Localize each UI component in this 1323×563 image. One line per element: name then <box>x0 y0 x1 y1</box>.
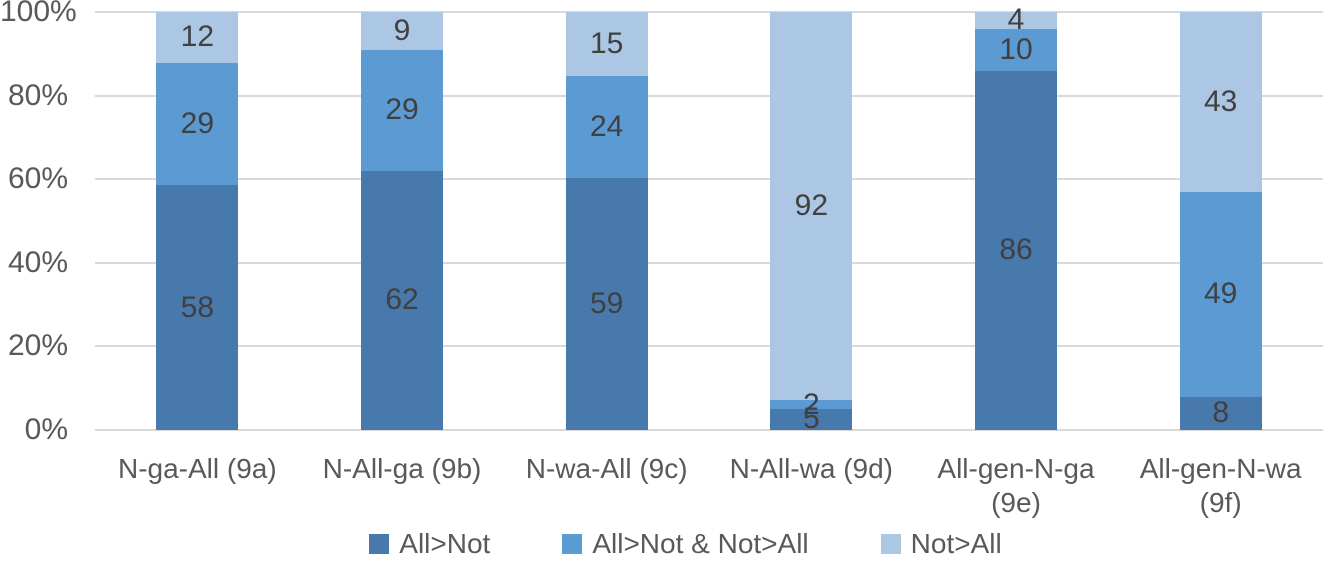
category-label: All-gen-N-ga (9e) <box>937 453 1095 518</box>
bar-segment <box>565 75 648 179</box>
bar-segment-value: 8 <box>1212 396 1229 430</box>
gridline <box>95 94 1323 97</box>
category-label: N-All-wa (9d) <box>729 453 893 484</box>
legend-swatch-icon <box>369 534 390 554</box>
bar-segment-value: 5 <box>802 402 820 436</box>
bar-segment <box>975 12 1057 29</box>
bar-segment <box>975 28 1057 71</box>
bar-segment-value: 43 <box>1203 84 1238 118</box>
bar-segment-value: 86 <box>999 233 1033 267</box>
legend-item: All>Not <box>369 528 490 560</box>
bar-segment <box>975 70 1057 430</box>
bar-segment <box>156 62 239 186</box>
legend-swatch-icon <box>880 534 901 554</box>
y-tick-label: 60% <box>7 162 68 196</box>
bar-segment <box>156 12 239 63</box>
category-label: N-ga-All (9a) <box>117 453 277 484</box>
bar-segment <box>770 400 853 409</box>
bar-segment <box>565 178 648 430</box>
bar-segment <box>770 408 853 430</box>
y-tick-label: 40% <box>7 245 68 279</box>
bar-segment <box>565 12 648 76</box>
bar-segment-value: 59 <box>589 287 624 321</box>
y-tick-label: 20% <box>7 329 68 363</box>
category-label: N-All-ga (9b) <box>322 453 482 484</box>
bar-segment-value: 2 <box>802 387 820 421</box>
bar-segment-value: 10 <box>999 32 1033 66</box>
bar-segment <box>361 12 443 50</box>
category-label: All-gen-N-wa (9f) <box>1139 453 1302 518</box>
gridline <box>95 345 1323 348</box>
gridline <box>95 429 1323 431</box>
legend-label: All>Not & Not>All <box>592 528 809 559</box>
bar-segment <box>770 12 853 401</box>
gridline <box>95 178 1323 181</box>
gridline <box>95 261 1323 264</box>
y-tick-label: 0% <box>24 413 68 446</box>
bar-segment-value: 15 <box>589 26 624 60</box>
bar-segment <box>361 170 443 430</box>
legend-label: Not>All <box>910 528 1002 559</box>
bar-segment-value: 29 <box>385 93 419 127</box>
bar-segment-value: 58 <box>180 290 215 324</box>
bar-segment <box>156 185 239 430</box>
y-tick-label: 100% <box>0 0 77 28</box>
bar-segment-value: 92 <box>794 189 829 223</box>
bar-segment-value: 24 <box>589 110 624 144</box>
legend-item: Not>All <box>880 528 1002 560</box>
bar-segment <box>1179 12 1262 192</box>
bar-segment <box>361 49 443 171</box>
legend-item: All>Not & Not>All <box>562 528 809 560</box>
bar-segment-value: 12 <box>180 20 215 54</box>
legend-swatch-icon <box>562 534 583 554</box>
legend-label: All>Not <box>399 528 491 559</box>
bar-segment-value: 62 <box>385 283 419 317</box>
bar-segment-value: 49 <box>1203 277 1238 311</box>
y-tick-label: 80% <box>7 78 68 112</box>
category-label: N-wa-All (9c) <box>525 453 688 484</box>
bar-segment-value: 4 <box>1007 3 1025 37</box>
bar-segment-value: 29 <box>180 106 215 140</box>
bar-segment <box>1179 191 1262 397</box>
legend: All>Not All>Not & Not>All Not>All <box>0 528 1323 560</box>
bar-segment-value: 9 <box>393 13 411 47</box>
gridline <box>95 11 1323 13</box>
bar-segment <box>1179 396 1262 430</box>
